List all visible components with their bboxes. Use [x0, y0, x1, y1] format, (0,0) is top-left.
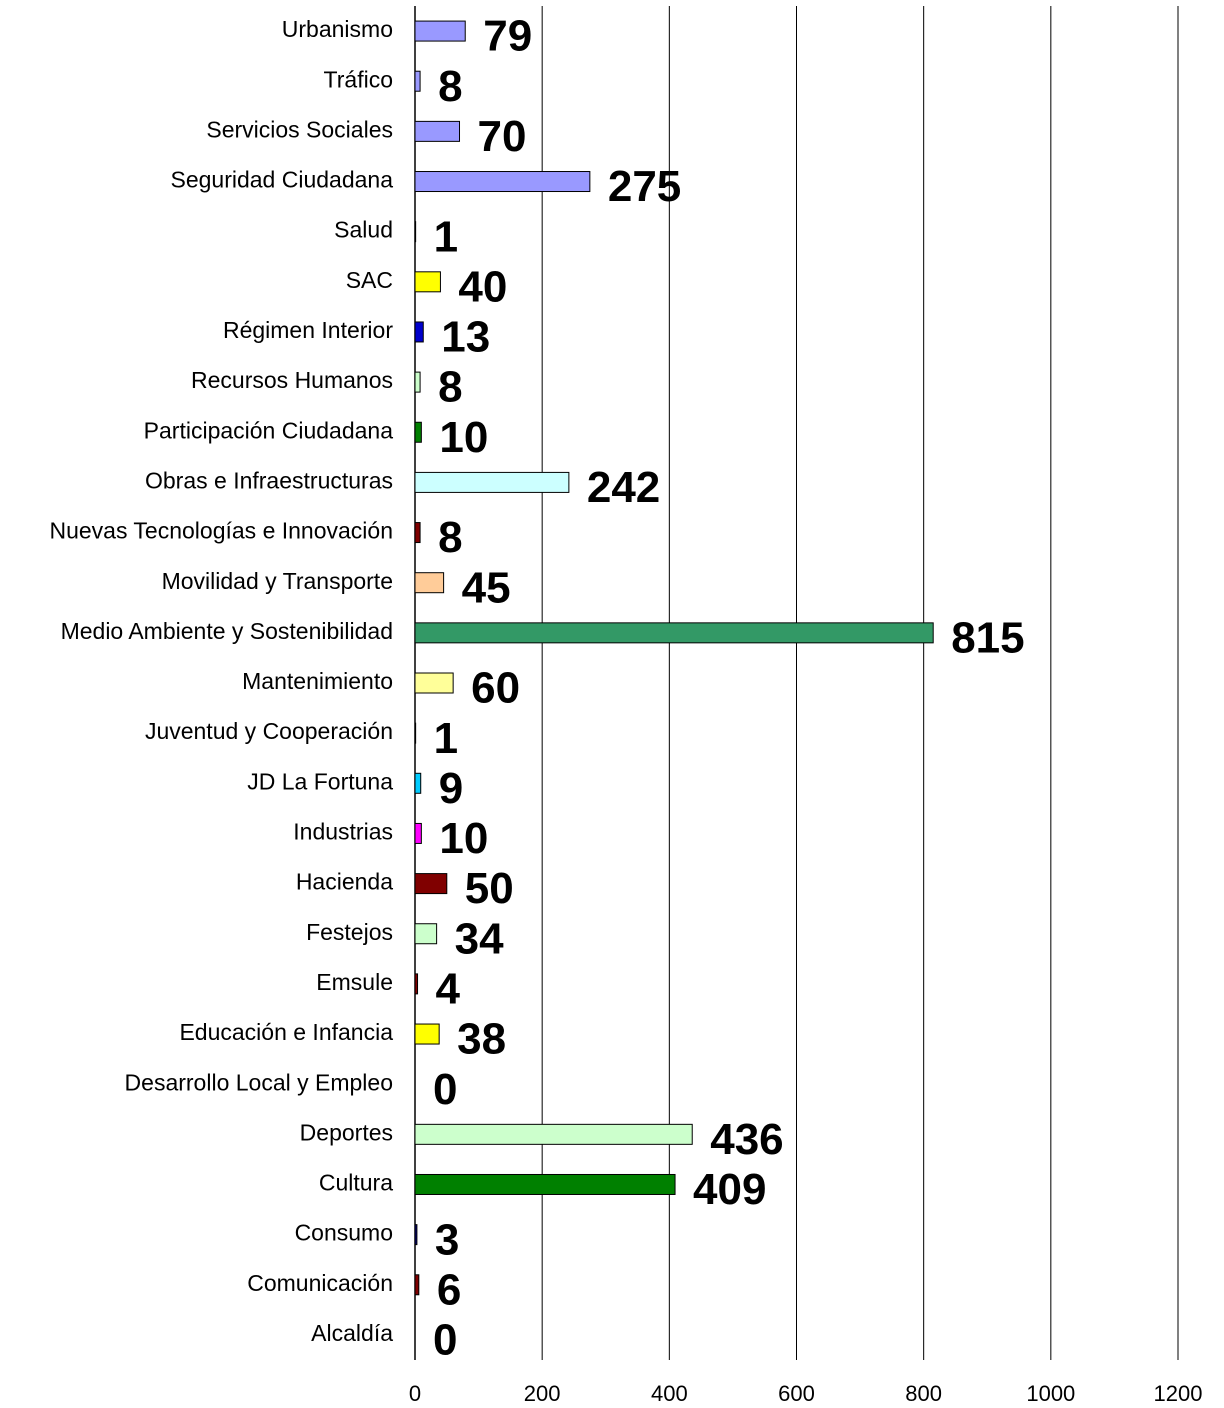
data-label: 242	[587, 463, 660, 512]
data-label: 0	[433, 1316, 457, 1365]
y-tick-label: Emsule	[316, 969, 393, 995]
y-tick-label: Mantenimiento	[242, 668, 393, 694]
y-tick-label: Cultura	[319, 1170, 393, 1196]
data-label: 60	[471, 664, 520, 713]
data-label: 34	[455, 914, 504, 963]
y-tick-label: Consumo	[295, 1220, 393, 1246]
data-label: 4	[436, 965, 461, 1014]
bar	[414, 572, 445, 594]
bar	[414, 171, 591, 193]
bar	[414, 923, 438, 945]
y-tick-label: Hacienda	[296, 869, 393, 895]
y-tick-label: Movilidad y Transporte	[162, 568, 393, 594]
x-tick-label: 0	[409, 1381, 421, 1406]
bar	[414, 772, 422, 794]
bar	[414, 421, 422, 443]
bar	[414, 371, 421, 393]
data-label: 13	[441, 313, 490, 362]
data-label: 45	[462, 563, 511, 612]
y-tick-label: Juventud y Cooperación	[145, 718, 393, 744]
data-label: 8	[438, 363, 462, 412]
x-tick-label: 800	[905, 1381, 942, 1406]
data-label: 1	[434, 714, 458, 763]
y-tick-label: SAC	[346, 267, 393, 293]
data-label: 436	[710, 1115, 783, 1164]
bar	[414, 1224, 418, 1246]
x-tick-label: 1000	[1026, 1381, 1075, 1406]
bar	[414, 1173, 676, 1195]
y-tick-label: Comunicación	[247, 1270, 393, 1296]
bar	[414, 1274, 420, 1296]
bar	[414, 622, 934, 644]
y-tick-label: Tráfico	[324, 66, 393, 92]
y-tick-label: Medio Ambiente y Sostenibilidad	[61, 618, 393, 644]
bar	[414, 1023, 440, 1045]
data-label: 275	[608, 162, 681, 211]
x-tick-label: 200	[524, 1381, 561, 1406]
data-label: 8	[438, 62, 462, 111]
bar	[414, 672, 454, 694]
bar	[414, 973, 419, 995]
y-tick-label: Participación Ciudadana	[144, 417, 394, 443]
y-tick-label: Alcaldía	[311, 1320, 393, 1346]
y-tick-label: Deportes	[300, 1119, 393, 1145]
bar	[414, 120, 461, 142]
y-tick-label: Nuevas Tecnologías e Innovación	[49, 518, 393, 544]
bar	[414, 873, 448, 895]
bar	[414, 271, 441, 293]
data-label: 40	[458, 262, 507, 311]
x-tick-label: 400	[651, 1381, 688, 1406]
y-tick-label: Industrias	[293, 819, 393, 845]
data-label: 79	[483, 12, 532, 61]
x-tick-label: 600	[778, 1381, 815, 1406]
data-label: 10	[439, 814, 488, 863]
y-tick-label: Servicios Sociales	[206, 116, 393, 142]
data-label: 409	[693, 1165, 766, 1214]
data-label: 70	[478, 112, 527, 161]
data-label: 50	[465, 864, 514, 913]
bar	[414, 70, 421, 92]
data-label: 8	[438, 513, 462, 562]
data-label: 38	[457, 1015, 506, 1064]
y-tick-label: JD La Fortuna	[247, 768, 393, 794]
data-label: 9	[439, 764, 463, 813]
bar	[414, 221, 417, 243]
y-tick-label: Educación e Infancia	[179, 1019, 393, 1045]
bar	[414, 321, 424, 343]
bar	[414, 471, 570, 493]
x-tick-label: 1200	[1154, 1381, 1203, 1406]
data-label: 815	[951, 613, 1024, 662]
data-label: 1	[434, 212, 458, 261]
bar	[414, 822, 422, 844]
y-tick-label: Obras e Infraestructuras	[145, 467, 393, 493]
bar	[414, 722, 417, 744]
data-label: 0	[433, 1065, 457, 1114]
bar	[414, 1123, 693, 1145]
y-tick-label: Seguridad Ciudadana	[170, 167, 393, 193]
y-tick-label: Festejos	[306, 919, 393, 945]
y-tick-label: Recursos Humanos	[191, 367, 393, 393]
data-label: 6	[437, 1265, 461, 1314]
y-tick-label: Urbanismo	[282, 16, 393, 42]
y-tick-label: Régimen Interior	[223, 317, 393, 343]
data-label: 10	[439, 413, 488, 462]
data-label: 3	[435, 1215, 459, 1264]
bar	[414, 20, 466, 42]
y-tick-label: Desarrollo Local y Empleo	[125, 1069, 393, 1095]
bar	[414, 522, 421, 544]
y-tick-label: Salud	[334, 217, 393, 243]
